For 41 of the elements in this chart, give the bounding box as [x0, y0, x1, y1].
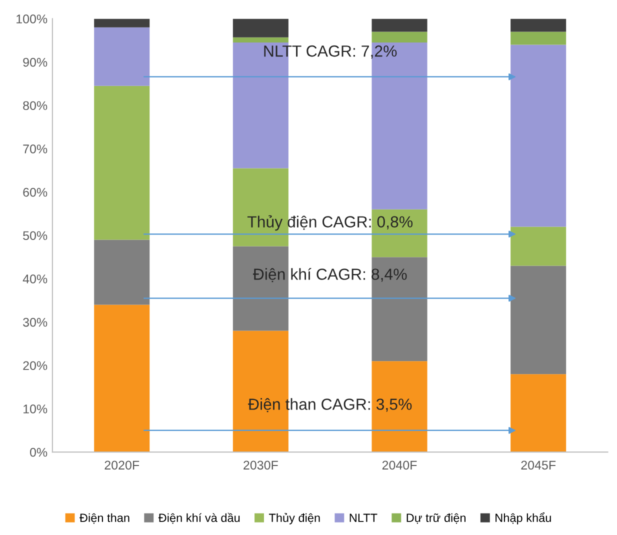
bar — [232, 168, 288, 246]
bar — [372, 18, 428, 32]
x-tick-label: 2040F — [382, 460, 417, 470]
bar — [372, 361, 428, 452]
legend-label: Thủy điện — [268, 513, 320, 524]
x-tick-label: 2020F — [104, 460, 140, 470]
legend-label: Điện khí và dầu — [158, 512, 240, 524]
y-tick-label: 20% — [23, 361, 48, 370]
bar — [372, 32, 428, 43]
bar — [232, 18, 288, 38]
legend-label: Nhập khẩu — [496, 512, 551, 524]
legend-label: NLTT — [350, 514, 378, 522]
y-tick-label: 50% — [23, 231, 48, 240]
x-tick-label: 2030F — [244, 460, 278, 470]
bar — [510, 18, 566, 32]
bar — [94, 240, 150, 305]
x-tick-label: 2045F — [521, 460, 556, 470]
legend-label: Dự trữ điện — [406, 513, 466, 524]
bar — [232, 246, 288, 331]
bar — [510, 226, 566, 266]
bar — [372, 209, 428, 258]
bar — [510, 32, 566, 45]
bar — [94, 86, 150, 240]
bar — [510, 44, 566, 227]
y-tick-label: 30% — [23, 318, 48, 327]
y-tick-label: 80% — [23, 101, 48, 110]
bar — [372, 257, 428, 362]
bar — [94, 304, 150, 452]
legend-label: Điện than — [80, 513, 130, 524]
y-tick-label: 40% — [22, 274, 48, 284]
y-tick-label: 60% — [23, 188, 48, 197]
y-tick-label: 90% — [23, 58, 48, 67]
bar — [94, 27, 150, 86]
bar — [232, 37, 288, 43]
y-tick-label: 100% — [16, 14, 48, 24]
bar — [94, 18, 150, 28]
y-tick-label: 70% — [23, 144, 48, 154]
bar — [510, 266, 566, 374]
bar — [510, 374, 566, 452]
y-tick-label: 0% — [30, 448, 48, 457]
y-tick-label: 10% — [24, 404, 48, 414]
